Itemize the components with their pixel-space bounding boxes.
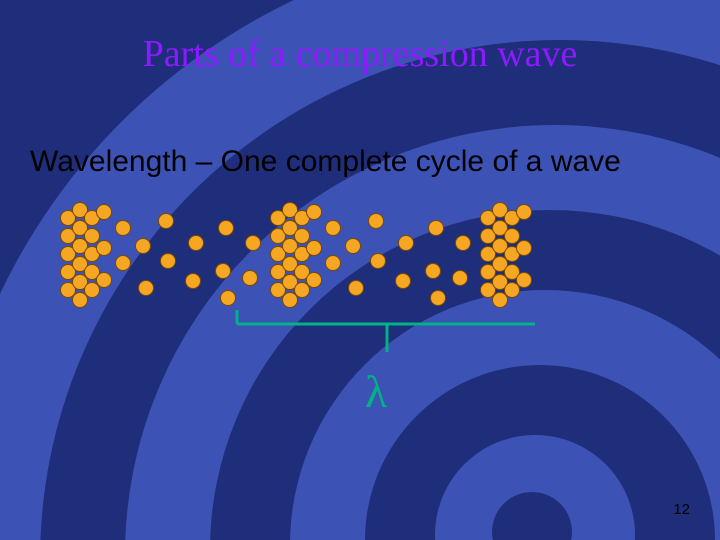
particle-dot: [516, 240, 532, 256]
particle-dot: [96, 240, 112, 256]
particle-dot: [306, 272, 322, 288]
particle-dot: [398, 235, 414, 251]
particle-dot: [368, 213, 384, 229]
particle-dot: [96, 204, 112, 220]
particle-dot: [455, 235, 471, 251]
particle-dot: [430, 290, 446, 306]
particle-dot: [220, 290, 236, 306]
page-number: 12: [673, 501, 690, 518]
particle-dot: [325, 220, 341, 236]
particle-dot: [345, 238, 361, 254]
particle-dot: [348, 280, 364, 296]
particle-dot: [452, 270, 468, 286]
particle-dot: [306, 204, 322, 220]
particle-dot: [135, 238, 151, 254]
particle-dot: [218, 220, 234, 236]
particle-dot: [96, 272, 112, 288]
particle-dot: [215, 263, 231, 279]
particle-dot: [158, 213, 174, 229]
particle-dot: [188, 235, 204, 251]
particle-dot: [325, 255, 341, 271]
compression-wave-dots: [60, 205, 660, 305]
particle-dot: [306, 240, 322, 256]
particle-dot: [516, 272, 532, 288]
slide-title: Parts of a compression wave: [0, 32, 720, 76]
particle-dot: [245, 235, 261, 251]
particle-dot: [115, 220, 131, 236]
slide-content: Parts of a compression wave Wavelength –…: [0, 0, 720, 540]
particle-dot: [516, 204, 532, 220]
slide-subtitle: Wavelength – One complete cycle of a wav…: [30, 145, 621, 179]
particle-dot: [395, 273, 411, 289]
particle-dot: [115, 255, 131, 271]
particle-dot: [370, 253, 386, 269]
wavelength-bracket: [235, 310, 535, 360]
particle-dot: [428, 220, 444, 236]
particle-dot: [160, 253, 176, 269]
particle-dot: [185, 273, 201, 289]
particle-dot: [138, 280, 154, 296]
particle-dot: [242, 270, 258, 286]
particle-dot: [425, 263, 441, 279]
lambda-symbol: λ: [365, 365, 387, 418]
